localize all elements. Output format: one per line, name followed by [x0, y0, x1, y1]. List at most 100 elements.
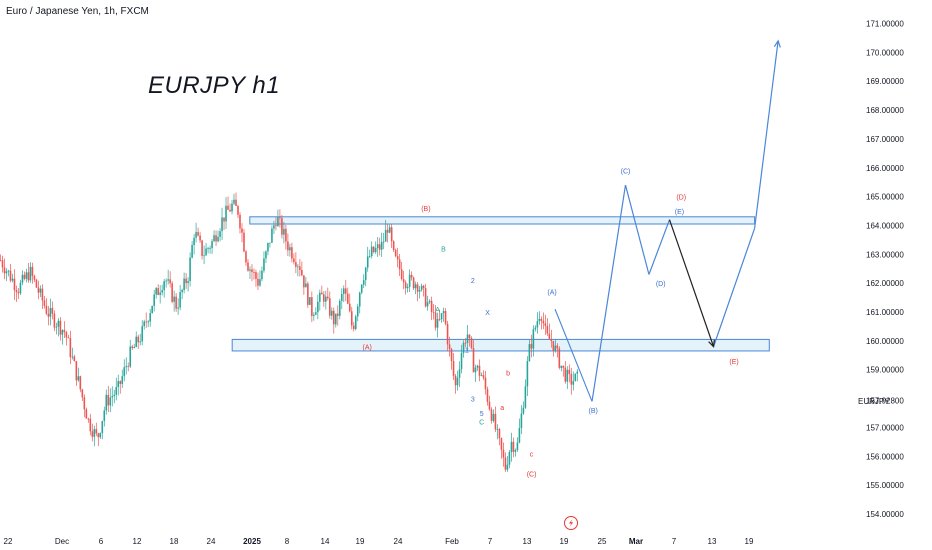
wedge-line	[554, 308, 593, 402]
candle-body	[532, 329, 535, 349]
candle-body	[59, 320, 62, 335]
candle-body	[39, 288, 42, 293]
time-axis: 22 Dec 6 12 18 24 2025 8 14 19 24 Feb 7 13 19 25 Mar 7 13 1…	[4, 537, 754, 546]
projection-segment	[591, 184, 627, 402]
candle-body	[374, 248, 377, 253]
candle-body	[51, 307, 54, 314]
candle-body	[47, 313, 50, 317]
candle-body	[233, 199, 235, 204]
candle-body	[105, 394, 108, 411]
candle-body	[25, 272, 28, 279]
candle-body	[279, 217, 281, 219]
candle-body	[512, 441, 515, 452]
candle-body	[450, 349, 453, 362]
candle-body	[43, 300, 46, 306]
candle-body	[564, 367, 567, 382]
candle-body	[45, 305, 48, 314]
x-tick-label: 25	[598, 537, 607, 546]
candle-body	[29, 266, 32, 281]
candle-body	[73, 356, 76, 362]
wave-label: (B)	[421, 206, 430, 213]
candle-body	[558, 348, 561, 368]
candle-body	[476, 365, 479, 368]
candle-body	[229, 209, 231, 212]
wave-label: b	[506, 370, 510, 377]
candle-body	[329, 298, 331, 316]
candle-body	[546, 325, 549, 334]
candle-body	[472, 348, 475, 373]
y-tick-label: 156.00000	[866, 452, 904, 461]
candle-body	[165, 280, 167, 282]
candle-body	[103, 410, 106, 422]
wave-label: 5	[480, 411, 484, 418]
candle-body	[498, 429, 501, 439]
candle-body	[101, 421, 104, 434]
upper-resistance-zone[interactable]	[249, 216, 756, 225]
candle-body	[99, 433, 102, 438]
candle-body	[259, 279, 261, 286]
candle-body	[17, 292, 20, 294]
candle-body	[462, 342, 465, 354]
lower-support-zone[interactable]	[231, 338, 770, 352]
candle-body	[181, 289, 183, 293]
zones	[231, 216, 770, 352]
candle-body	[9, 270, 12, 281]
candle-body	[67, 337, 70, 339]
x-tick-label: 13	[523, 537, 532, 546]
y-tick-label: 168.00000	[866, 106, 904, 115]
candle-body	[283, 228, 285, 235]
candle-body	[486, 389, 489, 402]
candle-body	[424, 288, 427, 307]
candle-body	[55, 326, 58, 328]
candle-body	[205, 248, 207, 256]
candle-body	[65, 332, 68, 338]
candle-body	[149, 313, 151, 322]
candle-body	[169, 279, 171, 284]
candle-body	[430, 300, 433, 312]
wave-label: (E)	[729, 359, 738, 366]
candle-body	[394, 249, 397, 257]
candle-body	[344, 288, 347, 294]
y-tick-label: 157.00000	[866, 423, 904, 432]
arrowhead	[773, 39, 781, 48]
candle-body	[432, 311, 435, 313]
candle-body	[305, 283, 307, 288]
candle-body	[111, 396, 114, 398]
x-tick-label: 2025	[243, 537, 261, 546]
wave-label: (D)	[676, 194, 686, 201]
candle-body	[466, 334, 469, 344]
candle-body	[410, 274, 413, 278]
candle-body	[520, 413, 523, 429]
y-tick-label: 154.00000	[866, 510, 904, 519]
events	[564, 516, 578, 530]
x-tick-label: 19	[356, 537, 365, 546]
candle-body	[13, 278, 16, 291]
candle-body	[117, 381, 120, 387]
candle-body	[215, 235, 217, 242]
symbol-title: Euro / Japanese Yen, 1h, FXCM	[6, 6, 149, 17]
candle-body	[207, 248, 209, 250]
candle-body	[438, 319, 441, 320]
candle-body	[249, 269, 251, 271]
candle-body	[171, 283, 173, 302]
candle-body	[364, 267, 367, 281]
x-tick-label: 24	[207, 537, 216, 546]
candle-body	[135, 336, 138, 347]
candle-body	[219, 231, 221, 237]
candle-body	[269, 242, 271, 244]
candle-body	[177, 307, 179, 309]
candle-body	[500, 438, 503, 450]
candle-body	[217, 236, 219, 242]
projection-segment-black	[668, 219, 715, 347]
candle-body	[129, 346, 132, 367]
candle-body	[113, 394, 116, 397]
lightning-event-icon[interactable]	[564, 516, 578, 530]
candle-body	[193, 237, 195, 246]
wave-label: (C)	[621, 169, 631, 176]
candle-body	[311, 297, 313, 316]
y-tick-label: 167.00000	[866, 135, 904, 144]
candle-body	[237, 205, 239, 215]
y-tick-label: 163.00000	[866, 250, 904, 259]
wave-label: a	[500, 405, 504, 412]
